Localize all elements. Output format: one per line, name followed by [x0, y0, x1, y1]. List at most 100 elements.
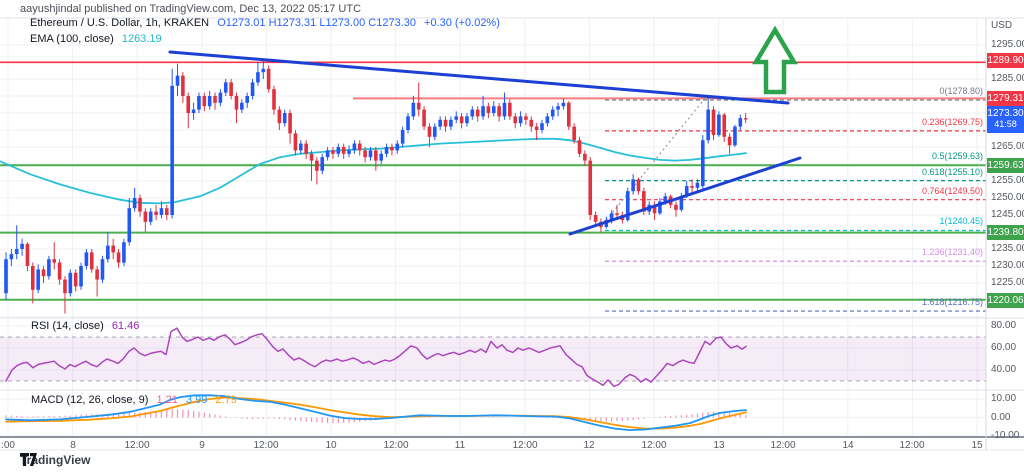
candle-body	[282, 113, 287, 124]
candle-body	[47, 259, 51, 277]
tradingview-watermark[interactable]: TradingView	[20, 453, 90, 467]
candle-body	[116, 252, 121, 263]
candle-body	[240, 102, 244, 110]
candle-body	[674, 204, 678, 210]
candle-body	[422, 109, 426, 127]
candle-body	[663, 196, 668, 202]
tradingview-logo-icon	[20, 453, 37, 466]
fib-level-label: 1.618(1216.75)	[921, 297, 983, 307]
candle-body	[52, 259, 57, 263]
candle-body	[57, 262, 62, 280]
symbol-title[interactable]: Ethereum / U.S. Dollar, 1h, KRAKEN	[30, 17, 210, 29]
candle-body	[79, 266, 83, 287]
candle-body	[711, 109, 716, 136]
price-axis-label: 1230.00	[991, 260, 1024, 271]
macd-axis-label: 0.00	[991, 411, 1011, 423]
currency-label: USD	[991, 20, 1013, 31]
candle-body	[20, 243, 24, 249]
candle-body	[293, 133, 298, 151]
ema-value: 1263.19	[121, 33, 162, 45]
candle-body	[427, 126, 432, 137]
candle-body	[545, 116, 550, 124]
candle-body	[202, 96, 207, 107]
candle-body	[443, 119, 448, 127]
trendline[interactable]	[168, 50, 790, 105]
fib-anchor-line[interactable]	[599, 96, 707, 229]
candle-body	[658, 201, 662, 214]
candle-body	[304, 143, 308, 154]
rsi-axis-label: 40.00	[991, 364, 1017, 375]
symbol-legend[interactable]: Ethereum / U.S. Dollar, 1h, KRAKEN O1273…	[30, 17, 505, 29]
candle-body	[454, 116, 459, 120]
candle-body	[191, 109, 196, 113]
candle-body	[390, 147, 394, 151]
candle-body	[368, 150, 373, 158]
candle-body	[593, 215, 598, 222]
price-badge: 1289.90	[987, 53, 1024, 68]
candle-body	[4, 259, 8, 294]
candle-body	[722, 114, 727, 137]
ema-legend[interactable]: EMA (100, close) 1263.19	[30, 33, 167, 45]
time-axis-label: 9	[199, 440, 205, 451]
time-axis-label: 12:00	[641, 440, 667, 451]
candle-body	[218, 92, 223, 103]
rsi-legend[interactable]: RSI (14, close) 61.46	[31, 320, 144, 332]
candle-body	[609, 213, 614, 221]
candle-body	[229, 82, 233, 96]
series-line	[5, 327, 747, 388]
up-arrow-drawing[interactable]	[752, 25, 798, 95]
candle-body	[63, 279, 67, 294]
price-axis-label: 1245.00	[991, 209, 1024, 220]
candle-body	[561, 102, 566, 107]
time-axis-label: :00	[1, 440, 15, 451]
trendline[interactable]	[568, 156, 802, 236]
time-axis-label: 12	[583, 440, 595, 451]
fib-level-label: 1.236(1231.40)	[921, 247, 983, 257]
macd-legend[interactable]: MACD (12, 26, close, 9) 1.21 3.99 2.79	[31, 394, 242, 406]
time-axis-label: 14	[842, 440, 854, 451]
candle-body	[567, 102, 571, 127]
candle-body	[449, 119, 453, 127]
candle-body	[325, 150, 330, 158]
candle-body	[299, 143, 303, 151]
change-value: +0.30 (+0.02%)	[424, 17, 500, 29]
time-axis-label: 12:00	[383, 440, 409, 451]
candle-body	[642, 191, 646, 212]
candle-body	[738, 118, 743, 127]
candle-body	[357, 143, 362, 151]
tradingview-logo-text: TradingView	[20, 453, 91, 467]
candle-body	[465, 116, 469, 124]
macd-label: MACD (12, 26, close, 9)	[31, 394, 149, 406]
candle-body	[170, 85, 174, 215]
candle-body	[68, 272, 73, 294]
time-axis-label: 12:00	[899, 440, 925, 451]
candle-body	[486, 106, 491, 113]
candle-body	[41, 269, 46, 277]
candle-body	[400, 130, 405, 144]
candle-body	[497, 106, 501, 117]
candle-body	[154, 211, 158, 215]
candle-body	[481, 106, 485, 117]
candle-body	[84, 252, 89, 266]
candle-body	[475, 109, 480, 117]
price-axis-label: 1295.00	[991, 39, 1024, 50]
candle-body	[550, 109, 555, 117]
countdown-timer: 41:58	[994, 119, 1017, 129]
candle-body	[433, 126, 437, 137]
candle-body	[256, 72, 260, 83]
candle-body	[363, 150, 367, 158]
candle-body	[122, 242, 126, 263]
publish-header: aayushjindal published on TradingView.co…	[20, 3, 362, 15]
candle-body	[266, 68, 271, 90]
candle-body	[631, 179, 635, 192]
price-axis-label: 1250.00	[991, 192, 1024, 203]
candle-body	[652, 204, 657, 214]
candle-body	[636, 179, 641, 192]
candle-body	[165, 208, 169, 215]
fib-level-label: 1(1240.45)	[939, 216, 983, 226]
time-axis-label: 13	[713, 440, 725, 451]
macd-hist-value: 1.21	[156, 394, 178, 406]
time-axis-label: 11	[454, 440, 466, 451]
candle-body	[341, 147, 346, 154]
